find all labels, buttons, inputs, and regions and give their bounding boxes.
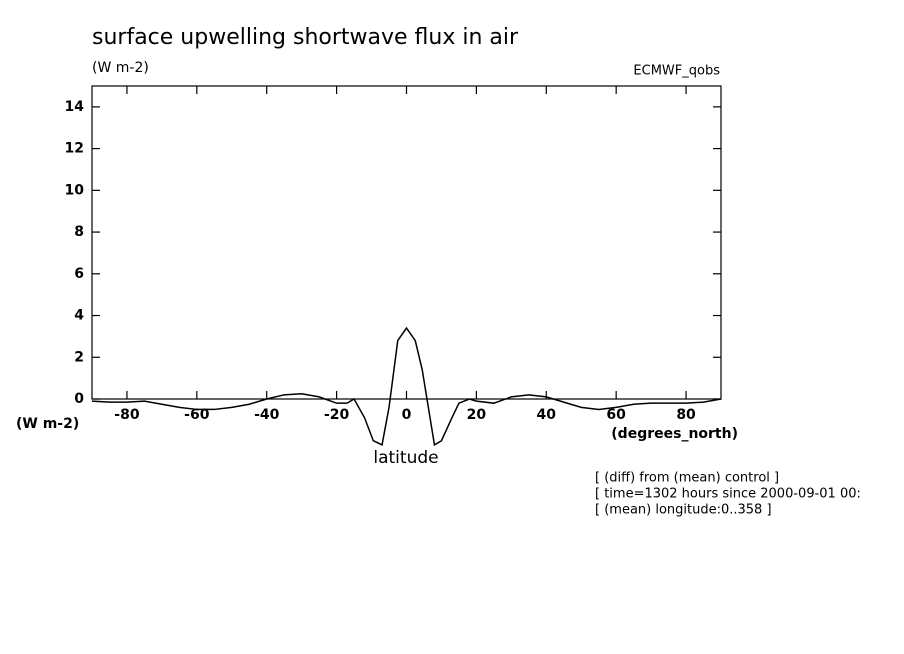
- chart-title: surface upwelling shortwave flux in air: [92, 25, 519, 50]
- annotation: [ (diff) from (mean) control ]: [595, 471, 779, 486]
- dataset-label: ECMWF_qobs: [633, 64, 720, 79]
- y-tick-label: 14: [65, 99, 85, 115]
- x-tick-label: 60: [606, 407, 626, 423]
- x-tick-label: -40: [254, 407, 280, 423]
- x-tick-label: 20: [467, 407, 487, 423]
- data-line: [91, 326, 722, 447]
- x-unit-label: (degrees_north): [611, 426, 738, 442]
- y-tick-label: 4: [74, 308, 84, 324]
- y-unit-label: (W m-2): [92, 60, 149, 76]
- x-axis-title: latitude: [373, 448, 438, 468]
- y-tick-label: 8: [74, 224, 84, 240]
- y-tick-label: 2: [74, 349, 84, 365]
- value-axis-label: (W m-2): [16, 416, 79, 432]
- annotation: [ (mean) longitude:0..358 ]: [595, 503, 772, 518]
- y-tick-label: 0: [74, 391, 84, 407]
- y-tick-label: 10: [65, 182, 85, 198]
- plot-frame: [91, 85, 722, 400]
- x-tick-label: -80: [114, 407, 140, 423]
- x-tick-label: 40: [537, 407, 557, 423]
- x-tick-label: 80: [676, 407, 696, 423]
- x-tick-label: -20: [324, 407, 350, 423]
- annotation: [ time=1302 hours since 2000-09-01 00:: [595, 487, 861, 502]
- y-tick-label: 12: [65, 141, 84, 157]
- x-tick-label: -60: [184, 407, 210, 423]
- x-tick-label: 0: [402, 407, 412, 423]
- y-tick-label: 6: [74, 266, 84, 282]
